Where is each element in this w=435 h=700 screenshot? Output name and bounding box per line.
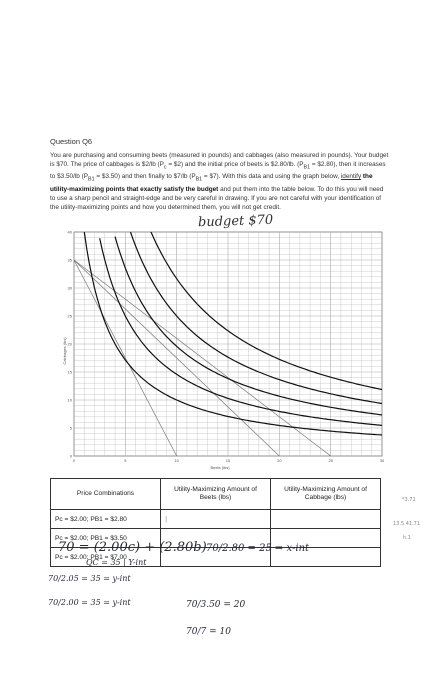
identify-word: identify xyxy=(340,173,362,181)
handwritten-equation-ratio: 70/2.80 = 25 ⇒ x-int xyxy=(206,543,310,554)
x-tick-label: 5 xyxy=(124,458,127,463)
indifference-curve xyxy=(83,231,383,436)
sub-b1: B1 xyxy=(303,164,311,171)
handwritten-equation-left-2: 70/2.00 = 35 = y-int xyxy=(48,598,131,607)
table-row: Pc = $2.00; PB1 = $2.80 | xyxy=(50,509,381,529)
y-tick-label: 15 xyxy=(68,370,73,375)
header-beets: Utility-Maximizing Amount of Beets (lbs) xyxy=(160,478,271,510)
cabbage-cell[interactable] xyxy=(270,547,381,567)
indifference-curves xyxy=(83,231,383,436)
handwritten-equation-main: 70 = (2.00c) + (2.80b) xyxy=(58,540,207,555)
question-title: Question Q6 xyxy=(50,137,93,146)
question-bold-part: the utility-maximizing points that exact… xyxy=(50,173,373,193)
header-price-combinations: Price Combinations xyxy=(50,478,161,510)
indifference-curve xyxy=(129,231,383,405)
x-tick-label: 0 xyxy=(73,458,76,463)
x-tick-label: 15 xyxy=(226,458,231,463)
budget-line xyxy=(73,259,331,457)
cabbage-cell[interactable] xyxy=(270,509,381,529)
sub-c: c xyxy=(163,164,167,171)
margin-note-c: h.1 xyxy=(403,535,411,541)
table-row: Pc = $2.00; PB1 = $7.00 xyxy=(50,547,381,567)
sub-b3: B1 xyxy=(195,176,203,183)
question-text-2: = $2) and the initial price of beets is … xyxy=(166,161,304,169)
y-tick-label: 25 xyxy=(68,314,73,319)
budget-lines xyxy=(73,259,331,457)
indifference-graph: 0 5 10 15 20 25 30 0 5 10 15 20 25 30 35 40 Beets (lbs)… xyxy=(62,230,385,471)
budget-line xyxy=(73,259,280,457)
question-text-6: and put them into the table below. To do… xyxy=(50,185,384,212)
indifference-curve xyxy=(114,236,383,416)
price-table: Price Combinations Utility-Maximizing Am… xyxy=(50,478,381,567)
header-cabbage: Utility-Maximizing Amount of Cabbage (lb… xyxy=(270,478,381,510)
x-axis-label: Beets (lbs) xyxy=(210,465,230,470)
budget-line xyxy=(73,259,177,457)
y-tick-label: 5 xyxy=(70,426,73,431)
y-axis-label: Cabbages (lbs) xyxy=(62,337,67,365)
indifference-curve xyxy=(150,231,383,391)
question-text-3: = $2.80), then it increases to $3.50/lb … xyxy=(50,161,386,181)
y-tick-label: 40 xyxy=(68,230,73,235)
price-combo-cell: Pc = $2.00; PB1 = $2.80 xyxy=(50,509,161,529)
graph-grid xyxy=(73,231,383,457)
beets-cell[interactable]: | xyxy=(160,509,271,529)
margin-note-a: *3.71 xyxy=(402,497,416,503)
indifference-curve xyxy=(99,238,383,426)
handwritten-cell-mark: | xyxy=(165,515,168,523)
y-tick-label: 10 xyxy=(68,398,73,403)
x-tick-label: 30 xyxy=(380,458,385,463)
handwritten-equation-left-1: 70/2.05 = 35 = y-int xyxy=(48,574,131,583)
x-tick-label: 25 xyxy=(328,458,333,463)
y-tick-label: 20 xyxy=(68,342,73,347)
x-tick-label: 20 xyxy=(277,458,282,463)
handwritten-equation-right-2: 70/3.50 = 20 xyxy=(186,600,246,610)
handwritten-equation-right-3: 70/7 = 10 xyxy=(186,627,231,637)
question-text-4: = $3.50) and then finally to $7/lb (P xyxy=(94,173,196,181)
y-tick-label: 0 xyxy=(70,454,73,459)
question-text-5: = $7). With this data and using the grap… xyxy=(202,173,341,181)
handwritten-equation-sub: QC = 35 | Y-int xyxy=(86,558,147,567)
question-text-1: You are purchasing and consuming beets (… xyxy=(50,152,389,169)
axis-ticks: 0 5 10 15 20 25 30 0 5 10 15 20 25 30 35 40 xyxy=(68,230,385,464)
y-tick-label: 35 xyxy=(68,258,73,263)
sub-b2: B1 xyxy=(88,176,95,183)
question-body: You are purchasing and consuming beets (… xyxy=(50,151,390,212)
margin-note-b: 13.5 41.71 xyxy=(393,521,421,527)
y-tick-label: 30 xyxy=(68,286,73,291)
x-tick-label: 10 xyxy=(174,458,179,463)
